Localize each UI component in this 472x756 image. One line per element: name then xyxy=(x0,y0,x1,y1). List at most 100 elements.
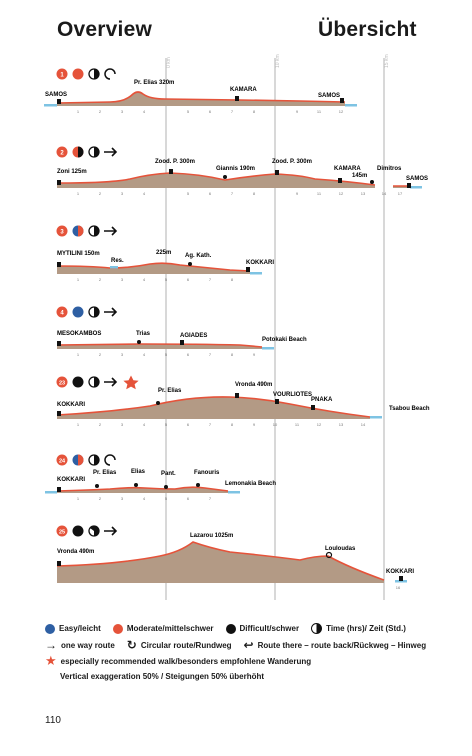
tick-label: 11 xyxy=(317,109,322,114)
tick-label: 5 xyxy=(187,191,190,196)
tick-label: 8 xyxy=(253,109,256,114)
tick-label: 4 xyxy=(143,422,146,427)
route-number-badge xyxy=(56,146,68,158)
tick-label: 4 xyxy=(143,352,146,357)
easy-icon xyxy=(72,306,84,318)
there-and-back-icon: ↩ xyxy=(243,638,254,652)
place-label: Vronda 490m xyxy=(57,549,94,555)
place-label: MESOKAMBOS xyxy=(57,331,101,337)
tick-label: 5 xyxy=(165,496,168,501)
difficult-icon xyxy=(72,376,84,388)
village-marker xyxy=(246,267,250,272)
path-line xyxy=(56,541,385,581)
legend-recommended: ★ especially recommended walk/besonders … xyxy=(45,653,311,668)
tick-label: 16 xyxy=(396,585,401,590)
village-marker xyxy=(57,99,61,104)
sea-marker xyxy=(370,416,382,419)
tick-label: 6 xyxy=(187,496,190,501)
sea-marker xyxy=(345,104,357,107)
place-label: Lazarou 1025m xyxy=(190,533,233,539)
chapel-marker xyxy=(156,401,160,405)
km-label: 10 km xyxy=(275,54,281,68)
tick-label: 3 xyxy=(121,496,124,501)
tick-label: 8 xyxy=(231,277,234,282)
tick-label: 7 xyxy=(209,496,212,501)
tick-label: 5 xyxy=(165,277,168,282)
village-marker xyxy=(180,340,184,345)
place-label: KOKKARI xyxy=(57,477,85,483)
tick-label: 2 xyxy=(99,109,102,114)
place-label: Elias xyxy=(131,469,146,475)
chapel-marker xyxy=(370,180,374,184)
reservoir-marker xyxy=(110,266,118,269)
title-german: Übersicht xyxy=(318,18,417,41)
village-marker xyxy=(399,576,403,581)
tick-label: 8 xyxy=(231,422,234,427)
km-label: 15 km xyxy=(384,54,390,68)
tick-label: 6 xyxy=(209,191,212,196)
place-label: Tsabou Beach xyxy=(389,406,430,412)
route-number: 2 xyxy=(60,151,64,157)
one-way-route-icon xyxy=(104,147,118,157)
tick-label: 5 xyxy=(165,352,168,357)
tick-label: 8 xyxy=(231,352,234,357)
place-label: 225m xyxy=(156,250,171,256)
place-label: Vronda 490m xyxy=(235,382,272,388)
tick-label: 1 xyxy=(77,277,80,282)
tick-label: 4 xyxy=(143,109,146,114)
terrain-profile xyxy=(57,263,250,274)
legend-circular: Circular route/Rundweg xyxy=(140,640,232,650)
clock-icon xyxy=(311,623,323,634)
place-label: VOURLIOTES xyxy=(273,392,312,398)
route-4: 4 MESOKAMBOS Trias AGIADES Potokaki Beac… xyxy=(56,306,307,357)
chapel-marker xyxy=(223,175,227,179)
route-25: 25 Vronda 490m Lazarou 1025m Louloudas K… xyxy=(56,525,414,590)
difficult-icon xyxy=(78,146,84,158)
monastery-icon xyxy=(325,551,333,559)
difficult-icon xyxy=(72,525,84,537)
place-label: Res. xyxy=(111,258,124,264)
easy-icon xyxy=(45,623,55,634)
place-label: KOKKARI xyxy=(57,402,85,408)
place-label: PNAKA xyxy=(311,397,333,403)
chapel-marker xyxy=(137,340,141,344)
route-number: 24 xyxy=(59,459,66,465)
village-marker xyxy=(57,262,61,267)
place-label: Giannis 190m xyxy=(216,166,255,172)
route-number-badge xyxy=(56,454,68,466)
route-number: 1 xyxy=(60,73,64,79)
tick-label: 1 xyxy=(77,352,80,357)
tick-label: 3 xyxy=(121,422,124,427)
sea-marker xyxy=(44,104,57,107)
route-number: 4 xyxy=(60,311,64,317)
place-label: Dimitros xyxy=(377,166,402,172)
route-number: 3 xyxy=(60,230,64,236)
route-number: 25 xyxy=(59,530,65,536)
place-label: Pant. xyxy=(161,471,176,477)
place-label: Louloudas xyxy=(325,546,356,552)
moderate-icon xyxy=(72,68,84,80)
place-label: SAMOS xyxy=(406,176,428,182)
tick-label: 7 xyxy=(231,109,234,114)
tick-label: 2 xyxy=(99,191,102,196)
page-number: 110 xyxy=(45,715,61,726)
place-label: SAMOS xyxy=(318,93,340,99)
tick-label: 9 xyxy=(253,422,256,427)
one-way-route-icon xyxy=(104,226,118,236)
village-marker xyxy=(340,98,344,103)
tick-label: 6 xyxy=(187,352,190,357)
sea-marker xyxy=(45,491,57,494)
route-number: 23 xyxy=(59,381,65,387)
village-marker xyxy=(57,561,61,566)
km-label: 0 km xyxy=(166,57,172,68)
tick-label: 9 xyxy=(296,109,299,114)
tick-label: 8 xyxy=(253,191,256,196)
tick-label: 14 xyxy=(361,422,366,427)
tick-label: 2 xyxy=(99,496,102,501)
circular-route-icon: ↻ xyxy=(126,638,137,652)
recommended-star-icon: ★ xyxy=(45,653,57,668)
place-label: Zood. P. 300m xyxy=(155,159,195,165)
route-number-badge xyxy=(56,306,68,318)
tick-label: 4 xyxy=(143,496,146,501)
route-number-badge xyxy=(56,225,68,237)
